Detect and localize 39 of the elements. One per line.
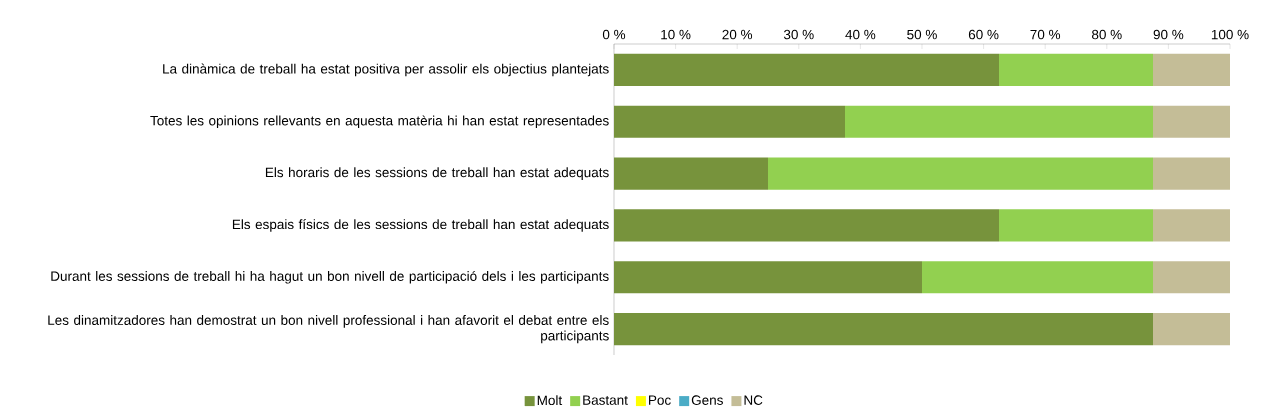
y-tick-label: Totes les opinions rellevants en aquesta matèria hi han estat representades [150,115,609,129]
bar [613,105,845,138]
legend-label: NC [744,395,763,405]
bar [1153,261,1230,294]
bar [999,53,1153,86]
x-tick-label: 20 % [722,29,753,40]
x-tick-label: 40 % [845,29,876,40]
y-tick-label: Durant les sessions de treball hi ha hagut un bon nivell de participació dels i les participants [51,270,609,284]
x-tick-label: 100 % [1211,29,1249,40]
y-tick-label: La dinàmica de treball ha estat positiva per assolir els objectius plantejats [163,63,609,77]
legend-label: Gens [691,395,723,405]
bar [1153,157,1230,190]
bar [1153,313,1230,346]
bar [613,53,999,86]
x-tick-label: 50 % [907,29,937,40]
bar [1153,53,1230,86]
legend-label: Bastant [583,395,628,405]
bar [613,313,1153,346]
x-tick-label: 0 % [602,29,626,40]
bar [613,157,768,190]
x-tick-label: 90 % [1153,29,1184,40]
x-tick-label: 70 % [1030,29,1061,40]
bar [1153,209,1230,242]
legend-label: Poc [649,395,671,405]
x-tick-label: 60 % [968,29,999,40]
bar [999,209,1153,242]
bar [845,105,1153,138]
legend-label: Molt [537,395,563,406]
y-tick-label: Els horaris de les sessions de treball han estat adequats [265,167,609,180]
y-tick-label: Els espais físics de les sessions de treball han estat adequats [232,219,609,232]
bar [767,157,1153,190]
x-tick-label: 80 % [1092,29,1122,40]
bar [922,261,1153,294]
x-tick-label: 10 % [661,29,691,40]
x-tick-label: 30 % [783,29,814,40]
bar [613,261,922,294]
bar [613,209,999,242]
bar [1153,105,1230,138]
y-tick-label: Les dinamitzadores han demostrat un bon nivell professional i han afavorit el debat entre els participants [48,315,609,344]
